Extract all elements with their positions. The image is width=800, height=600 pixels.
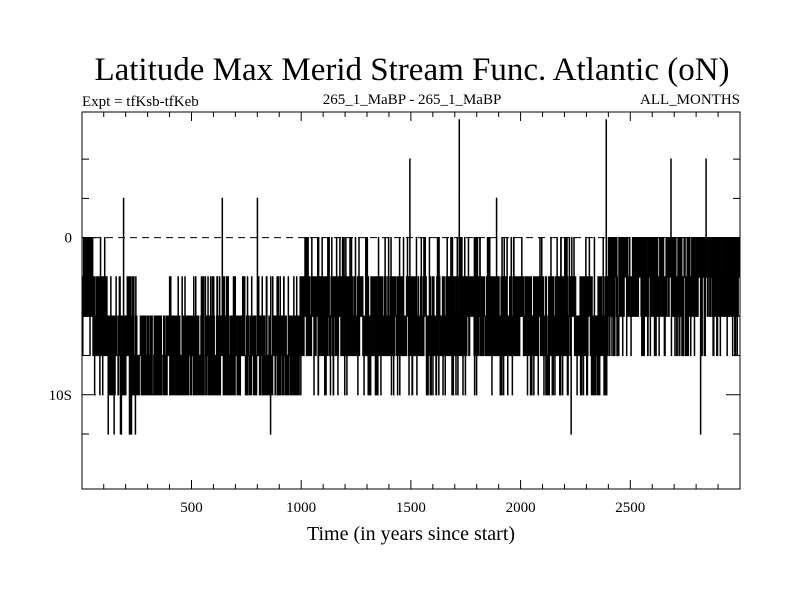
x-tick-label: 2000 [506,500,536,516]
y-tick-label: 0 [65,231,73,247]
run-label: 265_1_MaBP - 265_1_MaBP [323,92,502,108]
x-tick-label: 1500 [396,500,426,516]
x-tick-label: 500 [180,500,203,516]
experiment-label: Expt = tfKsb-tfKeb [82,94,199,110]
chart-title: Latitude Max Merid Stream Func. Atlantic… [94,52,729,88]
tick-labels: 500 1000 1500 2000 2500 0 10S [49,231,646,516]
y-tick-label: 10S [49,388,72,404]
plot-area [81,119,740,435]
months-label: ALL_MONTHS [640,92,740,108]
time-series-line [81,119,740,435]
axis-ticks [82,112,740,489]
x-tick-label: 2500 [615,500,645,516]
x-tick-label: 1000 [286,500,316,516]
x-axis-label: Time (in years since start) [307,523,515,545]
